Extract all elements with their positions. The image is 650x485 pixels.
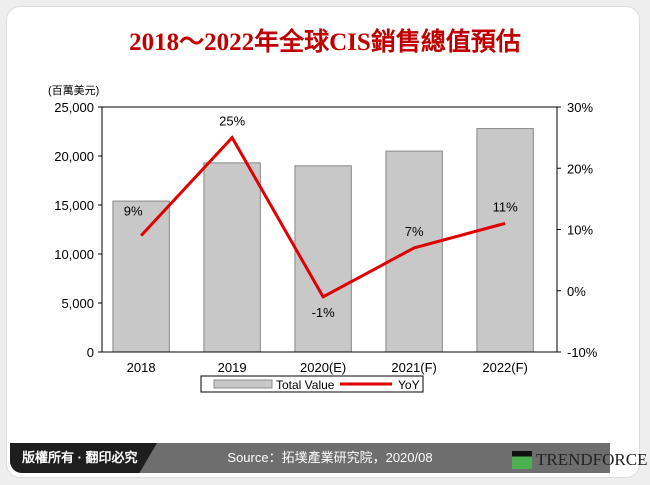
brand-text: TRENDFORCE xyxy=(536,450,648,469)
y2-tick-label: -10% xyxy=(567,345,598,360)
bar xyxy=(112,200,170,353)
x-tick-label: 2021(F) xyxy=(391,360,437,375)
y2-tick-label: 10% xyxy=(567,223,593,238)
y2-tick-label: 20% xyxy=(567,161,593,176)
x-tick-label: 2019 xyxy=(218,360,247,375)
yoy-label: 9% xyxy=(124,204,143,219)
legend-label: Total Value xyxy=(276,378,335,392)
chart-title: 2018～2022年全球CIS銷售總值預估 xyxy=(129,29,521,56)
legend-swatch-bar xyxy=(213,379,273,389)
yoy-label: -1% xyxy=(312,305,336,320)
logo-icon xyxy=(512,451,532,469)
copyright-text: 版權所有 · 翻印必究 xyxy=(10,443,157,473)
yoy-label: 25% xyxy=(219,114,245,129)
y-tick-label: 20,000 xyxy=(54,149,94,164)
bar xyxy=(476,128,534,353)
y-tick-label: 5,000 xyxy=(61,296,94,311)
source-text: Source：拓墣產業研究院，2020/08 xyxy=(227,450,433,465)
y2-tick-label: 0% xyxy=(567,284,586,299)
yoy-label: 11% xyxy=(493,199,518,214)
legend-label: YoY xyxy=(398,378,420,392)
y-tick-label: 15,000 xyxy=(54,198,94,213)
x-tick-label: 2018 xyxy=(127,360,156,375)
trendforce-logo: TRENDFORCE xyxy=(512,450,647,470)
chart: (百萬美元) 0 5,000 10,000 15,000 20,000 25,000 -10%… xyxy=(48,84,598,393)
bar xyxy=(385,150,443,353)
y-tick-label: 10,000 xyxy=(54,247,94,262)
bar xyxy=(203,162,261,353)
bar xyxy=(294,165,352,353)
x-tick-label: 2020(E) xyxy=(300,360,346,375)
y2-tick-label: 30% xyxy=(567,100,593,115)
yoy-label: 7% xyxy=(405,224,424,239)
y-axis-label: (百萬美元) xyxy=(48,84,99,97)
x-tick-label: 2022(F) xyxy=(482,360,528,375)
y-tick-label: 0 xyxy=(87,345,94,360)
y-tick-label: 25,000 xyxy=(54,100,94,115)
